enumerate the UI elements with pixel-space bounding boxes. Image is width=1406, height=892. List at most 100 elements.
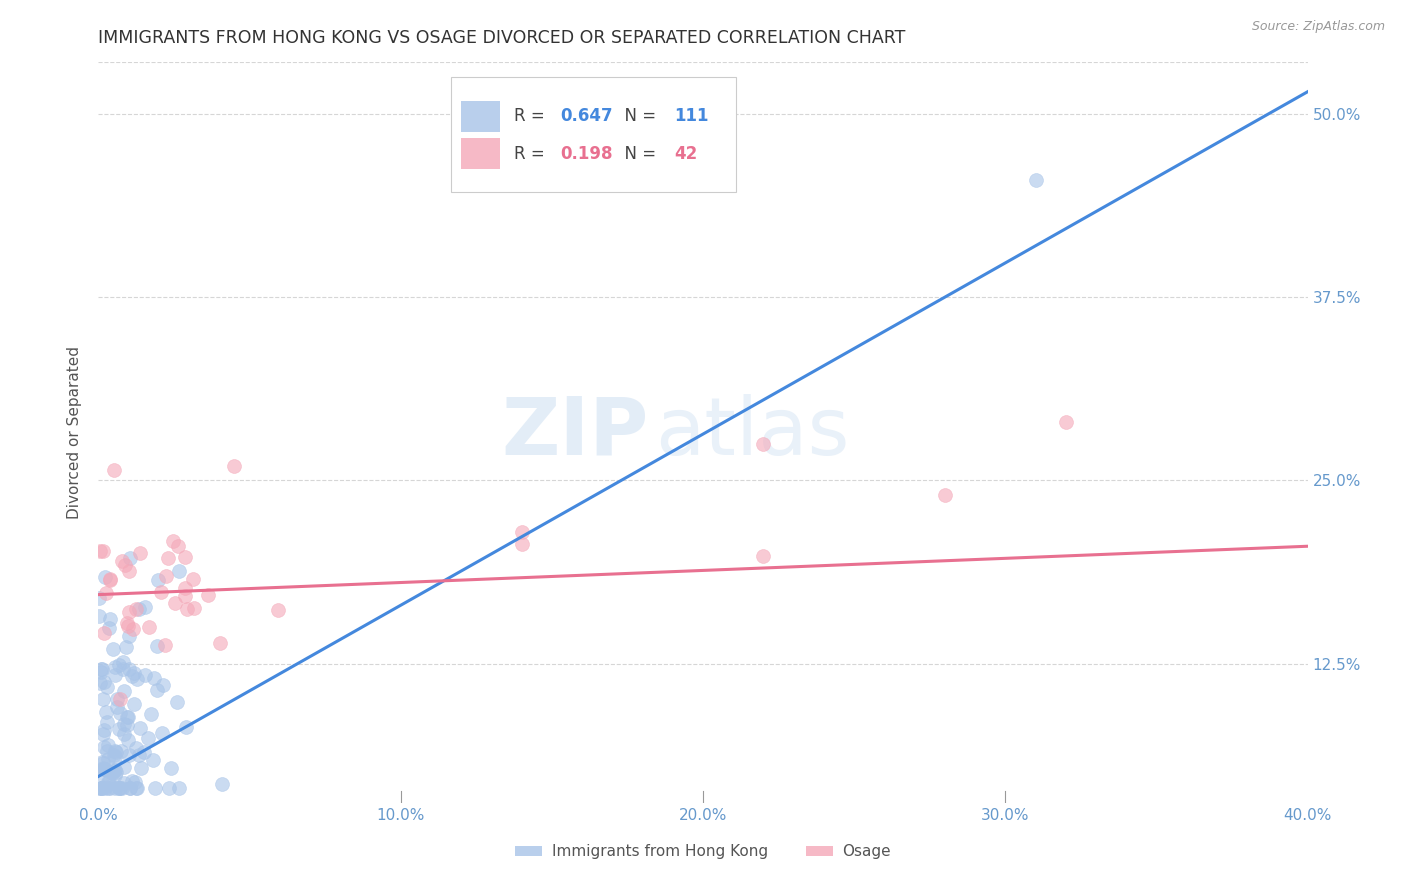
Point	[224, 458, 246, 473]
Point	[166, 695, 188, 709]
Point	[1054, 415, 1077, 429]
Point	[150, 726, 173, 740]
Point	[91, 727, 114, 741]
Point	[142, 753, 165, 767]
Point	[122, 622, 145, 636]
Point	[90, 781, 112, 796]
Point	[104, 763, 127, 777]
Point	[127, 781, 149, 796]
Point	[96, 714, 118, 729]
Point	[138, 620, 160, 634]
Text: R =: R =	[515, 108, 550, 126]
Point	[752, 437, 775, 451]
Point	[97, 752, 120, 766]
Point	[108, 657, 131, 672]
Text: Source: ZipAtlas.com: Source: ZipAtlas.com	[1251, 20, 1385, 33]
Point	[112, 727, 135, 741]
Point	[127, 672, 149, 686]
Point	[98, 611, 121, 625]
Point	[90, 665, 112, 680]
Point	[143, 781, 166, 796]
Point	[141, 706, 163, 721]
Text: ZIP: ZIP	[502, 393, 648, 472]
Point	[110, 706, 132, 720]
Point	[118, 748, 141, 763]
Point	[115, 710, 138, 724]
Point	[115, 718, 138, 732]
Point	[90, 662, 112, 676]
Point	[104, 668, 127, 682]
Point	[89, 676, 111, 690]
Point	[98, 781, 121, 796]
Point	[112, 760, 135, 774]
Point	[91, 756, 114, 770]
Point	[87, 766, 110, 780]
Point	[183, 601, 205, 615]
Point	[93, 739, 115, 754]
Point	[167, 564, 190, 578]
Point	[156, 551, 179, 566]
Point	[117, 619, 139, 633]
Point	[134, 599, 156, 614]
Point	[128, 721, 150, 735]
FancyBboxPatch shape	[461, 138, 501, 169]
Point	[121, 773, 143, 788]
Point	[159, 761, 181, 775]
Point	[174, 581, 197, 595]
Point	[128, 546, 150, 560]
Point	[91, 781, 114, 796]
Point	[208, 636, 231, 650]
Point	[107, 781, 129, 796]
Point	[112, 776, 135, 790]
Point	[112, 662, 135, 676]
Point	[128, 602, 150, 616]
Point	[98, 775, 121, 789]
Point	[129, 761, 152, 775]
Point	[122, 665, 145, 680]
Point	[107, 722, 129, 736]
Point	[104, 744, 127, 758]
Point	[87, 591, 110, 605]
Point	[111, 781, 134, 796]
Point	[94, 705, 117, 719]
Point	[91, 692, 114, 706]
Text: N =: N =	[613, 108, 661, 126]
Point	[167, 781, 190, 796]
Point	[103, 463, 125, 477]
Point	[87, 609, 110, 624]
FancyBboxPatch shape	[461, 101, 501, 132]
Point	[97, 621, 120, 635]
Point	[98, 573, 121, 587]
Point	[96, 586, 118, 600]
Point	[120, 781, 142, 796]
Point	[105, 692, 128, 706]
Point	[176, 602, 198, 616]
Point	[118, 628, 141, 642]
Point	[162, 533, 184, 548]
Point	[174, 720, 197, 734]
Point	[97, 775, 120, 789]
Text: IMMIGRANTS FROM HONG KONG VS OSAGE DIVORCED OR SEPARATED CORRELATION CHART: IMMIGRANTS FROM HONG KONG VS OSAGE DIVOR…	[98, 29, 905, 47]
Point	[118, 662, 141, 676]
Point	[93, 779, 115, 793]
Point	[96, 680, 118, 694]
Point	[112, 683, 135, 698]
Point	[128, 748, 150, 763]
Point	[108, 691, 131, 706]
Point	[510, 537, 533, 551]
Text: R =: R =	[515, 145, 550, 162]
Point	[104, 765, 127, 780]
Point	[124, 602, 146, 616]
Point	[153, 639, 176, 653]
Text: 0.647: 0.647	[561, 108, 613, 126]
Point	[91, 761, 114, 775]
Point	[90, 781, 112, 796]
Point	[104, 767, 127, 781]
Point	[266, 603, 288, 617]
Point	[125, 781, 148, 796]
Point	[94, 570, 117, 584]
Point	[146, 683, 169, 698]
Text: atlas: atlas	[655, 393, 849, 472]
Text: 0.198: 0.198	[561, 145, 613, 162]
Point	[934, 488, 956, 502]
